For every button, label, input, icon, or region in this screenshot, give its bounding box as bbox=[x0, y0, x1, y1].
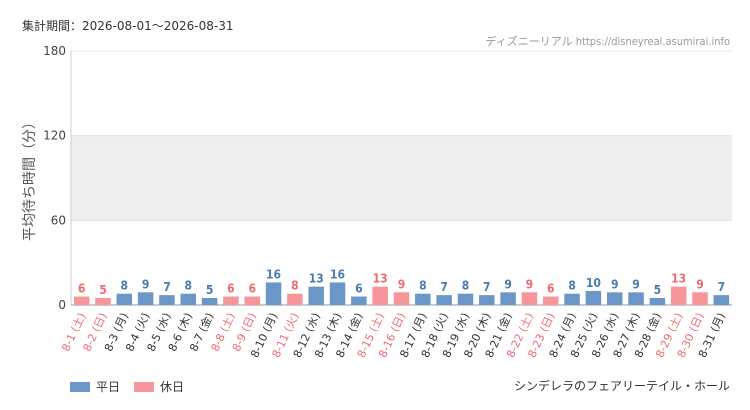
bar-value-label: 6 bbox=[355, 282, 363, 296]
bar bbox=[457, 293, 474, 305]
bar-value-label: 8 bbox=[185, 279, 193, 293]
bar-value-label: 8 bbox=[462, 279, 470, 293]
bar bbox=[351, 296, 367, 305]
bar-value-label: 5 bbox=[99, 283, 107, 297]
bar bbox=[73, 296, 90, 305]
legend-item-weekday: 平日 bbox=[70, 378, 120, 395]
y-tick-label: 120 bbox=[43, 129, 66, 143]
attraction-name: シンデレラのフェアリーテイル・ホール bbox=[513, 379, 730, 393]
bar-value-label: 6 bbox=[227, 282, 235, 296]
bar bbox=[244, 296, 260, 305]
bar-value-label: 16 bbox=[266, 267, 281, 281]
legend-swatch-weekday bbox=[70, 381, 90, 392]
bar-value-label: 9 bbox=[611, 277, 619, 291]
bar bbox=[329, 282, 346, 305]
bar-value-label: 9 bbox=[398, 277, 406, 291]
bar bbox=[159, 295, 175, 305]
bar-value-label: 8 bbox=[291, 279, 299, 293]
y-tick-label: 60 bbox=[51, 213, 66, 227]
bar bbox=[287, 293, 303, 305]
bar bbox=[180, 293, 197, 305]
bar bbox=[670, 286, 687, 305]
plot-background bbox=[71, 135, 732, 221]
bar-value-label: 6 bbox=[547, 282, 555, 296]
bar-value-label: 9 bbox=[632, 277, 640, 291]
bar-value-label: 9 bbox=[504, 277, 512, 291]
bar bbox=[201, 297, 218, 305]
bar-value-label: 7 bbox=[163, 280, 171, 294]
bar-value-label: 6 bbox=[248, 282, 256, 296]
y-axis-label: 平均待ち時間（分） bbox=[22, 115, 38, 241]
bar-value-label: 16 bbox=[330, 267, 345, 281]
bar bbox=[308, 286, 324, 305]
bar bbox=[649, 297, 666, 305]
bar bbox=[628, 292, 644, 305]
bar-value-label: 10 bbox=[586, 276, 601, 290]
bar bbox=[585, 290, 602, 305]
period-label: 集計期間：2026-08-01～2026-08-31 bbox=[22, 19, 234, 33]
source-label: ディズニーリアル https://disneyreal.asumirai.inf… bbox=[485, 35, 730, 48]
bar-value-label: 9 bbox=[526, 277, 534, 291]
bar-value-label: 9 bbox=[142, 277, 150, 291]
y-tick-label: 0 bbox=[58, 298, 66, 312]
bar bbox=[479, 295, 495, 305]
bar bbox=[265, 282, 282, 305]
bar-value-label: 5 bbox=[654, 283, 662, 297]
legend-label-holiday: 休日 bbox=[160, 380, 185, 394]
bar-value-label: 7 bbox=[440, 280, 448, 294]
y-tick-label: 180 bbox=[43, 44, 66, 58]
bar bbox=[436, 295, 452, 305]
bar-value-label: 13 bbox=[309, 272, 324, 286]
bar bbox=[521, 292, 538, 305]
bar-value-label: 8 bbox=[419, 279, 427, 293]
bar bbox=[223, 296, 239, 305]
bar bbox=[116, 293, 133, 305]
bar bbox=[415, 293, 431, 305]
bar bbox=[372, 286, 388, 305]
bar-value-label: 13 bbox=[373, 272, 388, 286]
bar bbox=[606, 292, 623, 305]
bar-value-label: 5 bbox=[206, 283, 214, 297]
bar-value-label: 8 bbox=[568, 279, 576, 293]
bar bbox=[393, 292, 410, 305]
bar bbox=[543, 296, 559, 305]
legend-label-weekday: 平日 bbox=[96, 380, 121, 394]
bar-value-label: 7 bbox=[483, 280, 491, 294]
bar bbox=[692, 292, 708, 305]
bar bbox=[500, 292, 516, 305]
bar-value-label: 6 bbox=[78, 282, 86, 296]
legend-item-holiday: 休日 bbox=[134, 378, 184, 395]
bar bbox=[713, 295, 730, 305]
bar-value-label: 8 bbox=[121, 279, 129, 293]
legend-swatch-holiday bbox=[134, 381, 155, 392]
bar-value-label: 7 bbox=[718, 280, 726, 294]
bars bbox=[73, 282, 730, 305]
bar-value-label: 13 bbox=[671, 272, 686, 286]
bar-value-label: 9 bbox=[696, 277, 704, 291]
legend: 平日 休日 bbox=[70, 378, 198, 395]
bar bbox=[137, 292, 154, 305]
bar bbox=[95, 297, 111, 305]
bar bbox=[564, 293, 580, 305]
x-axis: 8-1 (土)8-2 (日)8-3 (月)8-4 (火)8-5 (水)8-6 (… bbox=[59, 310, 728, 359]
grid-band bbox=[71, 135, 732, 221]
